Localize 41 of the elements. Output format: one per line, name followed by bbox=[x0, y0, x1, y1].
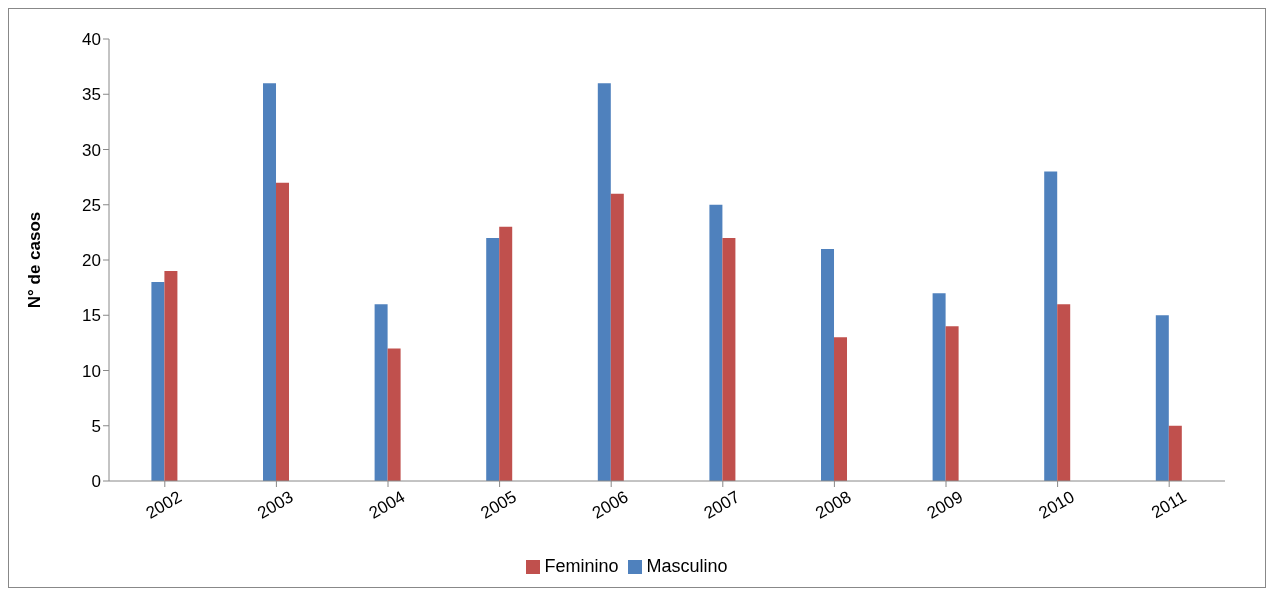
y-axis-title: N° de casos bbox=[25, 211, 45, 309]
legend-label: Feminino bbox=[544, 556, 619, 576]
bar bbox=[834, 337, 848, 481]
bar bbox=[945, 326, 959, 481]
bar bbox=[499, 226, 513, 481]
x-tick-label: 2003 bbox=[254, 487, 297, 523]
x-tick-label: 2008 bbox=[812, 487, 855, 523]
bar bbox=[1057, 304, 1071, 481]
bar bbox=[486, 237, 500, 481]
y-tick-label: 25 bbox=[82, 195, 101, 215]
bar bbox=[1155, 315, 1169, 481]
y-tick-label: 0 bbox=[91, 472, 101, 492]
legend-label: Masculino bbox=[646, 556, 728, 576]
bar bbox=[151, 282, 165, 481]
y-tick-label: 15 bbox=[82, 306, 101, 326]
bar bbox=[276, 182, 290, 481]
y-tick-label: 20 bbox=[82, 251, 101, 271]
bar bbox=[597, 83, 611, 481]
x-tick-label: 2005 bbox=[477, 487, 520, 523]
bar bbox=[1044, 171, 1058, 481]
bar bbox=[387, 348, 401, 481]
bar bbox=[164, 271, 178, 481]
x-tick-label: 2002 bbox=[142, 487, 185, 523]
y-tick-label: 5 bbox=[91, 416, 101, 436]
bar bbox=[709, 204, 723, 481]
y-tick-label: 35 bbox=[82, 85, 101, 105]
x-tick-label: 2004 bbox=[365, 487, 409, 523]
bar bbox=[1168, 425, 1182, 481]
bar bbox=[263, 83, 277, 481]
y-tick-label: 30 bbox=[82, 140, 101, 160]
y-tick-label: 10 bbox=[82, 361, 101, 381]
bar bbox=[932, 293, 946, 481]
bar bbox=[722, 237, 736, 481]
bar bbox=[821, 248, 835, 481]
x-tick-label: 2010 bbox=[1035, 487, 1078, 523]
y-tick-label: 40 bbox=[82, 30, 101, 50]
bar bbox=[374, 304, 388, 481]
x-tick-label: 2009 bbox=[923, 487, 967, 523]
x-tick-label: 2006 bbox=[589, 487, 632, 523]
x-tick-label: 2011 bbox=[1148, 487, 1190, 523]
bar bbox=[610, 193, 624, 481]
